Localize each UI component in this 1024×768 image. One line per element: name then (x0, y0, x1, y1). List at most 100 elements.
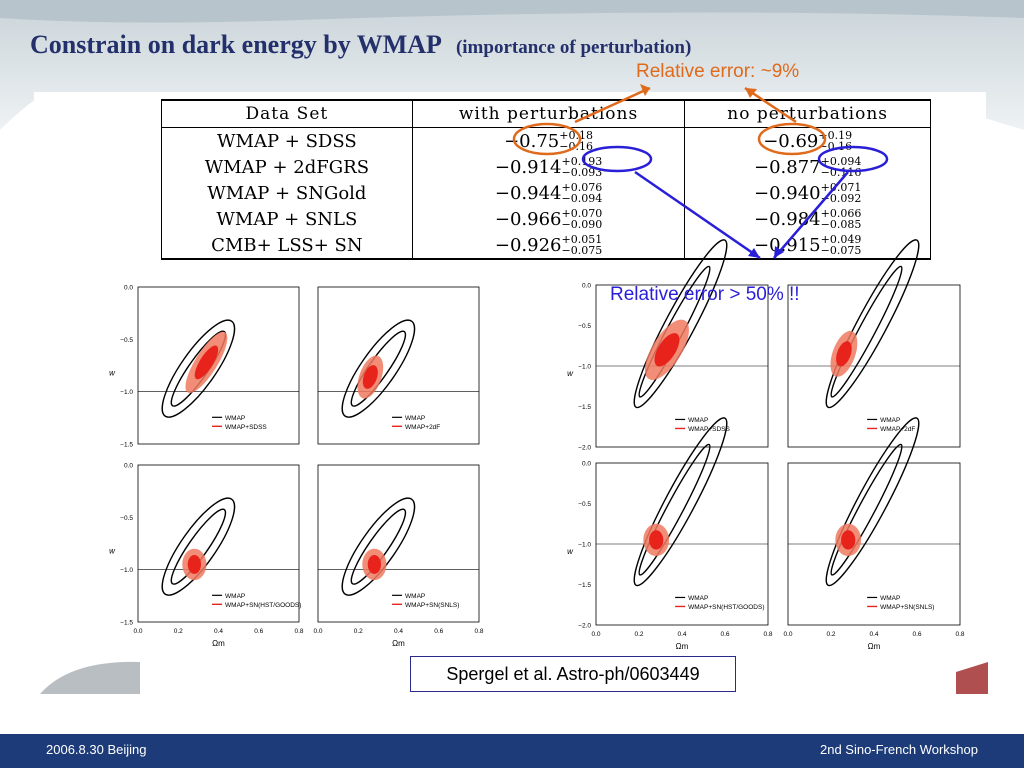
cell-data-set: CMB+ LSS+ SN (161, 232, 413, 260)
cell-data-set: WMAP + 2dFGRS (161, 154, 413, 180)
x-tick-label: 0.6 (434, 628, 443, 635)
legend-label-constraint: WMAP+SN(SNLS) (880, 604, 934, 611)
header-data-set: Data Set (161, 99, 413, 128)
legend-label-wmap: WMAP (880, 595, 900, 602)
error-lower-with: −0.094 (561, 192, 603, 205)
y-tick-label: −2.0 (578, 445, 591, 452)
wmap-contour-outer (825, 239, 920, 409)
constraint-region-68 (362, 365, 378, 389)
y-tick-label: −1.5 (120, 620, 133, 627)
wmap-contour-outer (161, 497, 236, 596)
data-set-label: WMAP + SNGold (207, 182, 367, 204)
plot-panel (317, 464, 480, 623)
error-upper-with: +0.051 (561, 233, 603, 246)
data-set-label: WMAP + SDSS (217, 130, 357, 152)
x-tick-label: 0.8 (763, 631, 772, 638)
top-swoosh (0, 0, 1024, 130)
y-axis-label: w (109, 547, 116, 556)
value-with: −0.926 (494, 234, 562, 256)
data-set-label: WMAP + SNLS (216, 208, 358, 230)
x-tick-label: 0.0 (313, 628, 322, 635)
x-tick-label: 0.2 (826, 631, 835, 638)
x-tick-label: 0.4 (394, 628, 403, 635)
cell-data-set: WMAP + SNLS (161, 206, 413, 232)
constraint-region-68 (654, 333, 680, 367)
legend-label-wmap: WMAP (225, 415, 245, 422)
legend-label-wmap: WMAP (405, 593, 425, 600)
x-tick-label: 0.6 (720, 631, 729, 638)
annotation-relative-error-9: Relative error: ~9% (636, 61, 800, 82)
value-with: −0.944 (494, 182, 562, 204)
error-upper-with: +0.076 (561, 181, 603, 194)
wmap-contour-outer (825, 417, 920, 587)
x-tick-label: 0.4 (677, 631, 686, 638)
error-bounds-with: +0.070 −0.090 (561, 208, 602, 230)
error-bounds-with: +0.076 −0.094 (561, 182, 602, 204)
slide-title: Constrain on dark energy by WMAP (importa… (30, 30, 691, 60)
legend-label-constraint: WMAP+2dF (405, 424, 440, 431)
footer-date-location: 2006.8.30 Beijing (46, 742, 147, 757)
x-tick-label: 0.4 (869, 631, 878, 638)
wmap-contour-outer (341, 319, 416, 418)
x-tick-label: 0.8 (294, 628, 303, 635)
y-tick-label: −0.5 (120, 515, 133, 522)
legend-label-constraint: WMAP+SN(SNLS) (405, 602, 459, 609)
wmap-contour-outer (341, 497, 416, 596)
wmap-contour-inner (638, 443, 711, 576)
x-axis-label: Ωm (868, 642, 881, 651)
y-tick-label: 0.0 (124, 463, 133, 470)
right-corner-graphic (956, 662, 988, 694)
y-tick-label: −0.5 (120, 337, 133, 344)
left-corner-graphic (40, 661, 140, 694)
x-axis-label: Ωm (676, 642, 689, 651)
constraint-region-68 (367, 555, 381, 574)
legend-label-constraint: WMAP+SN(HST/GOODS) (688, 604, 764, 611)
legend-label-wmap: WMAP (688, 417, 708, 424)
y-tick-label: −0.5 (578, 501, 591, 508)
plot-panel (317, 286, 480, 445)
y-tick-label: −1.0 (578, 542, 591, 549)
x-tick-label: 0.2 (174, 628, 183, 635)
error-upper-with: +0.070 (561, 207, 603, 220)
constraint-region-68 (649, 530, 664, 550)
legend-label-wmap: WMAP (225, 593, 245, 600)
y-tick-label: −2.0 (578, 623, 591, 630)
x-tick-label: 0.6 (254, 628, 263, 635)
y-axis-label: w (567, 547, 574, 556)
x-tick-label: 0.6 (912, 631, 921, 638)
annotation-relative-error-50: Relative error > 50% !! (610, 284, 800, 305)
y-tick-label: −1.0 (578, 364, 591, 371)
plot-panel (137, 464, 300, 623)
constraint-region-68 (836, 341, 852, 367)
x-tick-label: 0.0 (783, 631, 792, 638)
error-lower-with: −0.075 (561, 244, 603, 257)
x-axis-label: Ωm (392, 639, 405, 648)
error-upper-no: +0.19 (818, 129, 853, 142)
x-axis-label: Ωm (212, 639, 225, 648)
y-axis-label: w (567, 369, 574, 378)
plot-panel (137, 286, 300, 445)
x-tick-label: 0.2 (354, 628, 363, 635)
y-tick-label: −1.0 (120, 389, 133, 396)
wmap-contour-outer (633, 417, 728, 587)
wmap-contour-inner (830, 443, 903, 576)
wmap-contour-inner (170, 508, 227, 585)
footer-bar: 2006.8.30 Beijing 2nd Sino-French Worksh… (0, 734, 1024, 768)
y-axis-label: w (109, 369, 116, 378)
value-with: −0.914 (494, 156, 562, 178)
footer-workshop: 2nd Sino-French Workshop (819, 742, 978, 757)
x-tick-label: 0.4 (214, 628, 223, 635)
y-tick-label: −0.5 (578, 323, 591, 330)
x-tick-label: 0.0 (591, 631, 600, 638)
y-tick-label: −1.5 (120, 442, 133, 449)
title-main: Constrain on dark energy by WMAP (30, 30, 442, 59)
wmap-contour-outer (161, 319, 236, 418)
error-lower-with: −0.093 (561, 166, 603, 179)
constraint-region-68 (187, 555, 201, 574)
value-with: −0.966 (494, 208, 562, 230)
legend-label-wmap: WMAP (405, 415, 425, 422)
y-tick-label: −1.5 (578, 404, 591, 411)
legend-label-wmap: WMAP (688, 595, 708, 602)
x-tick-label: 0.8 (474, 628, 483, 635)
